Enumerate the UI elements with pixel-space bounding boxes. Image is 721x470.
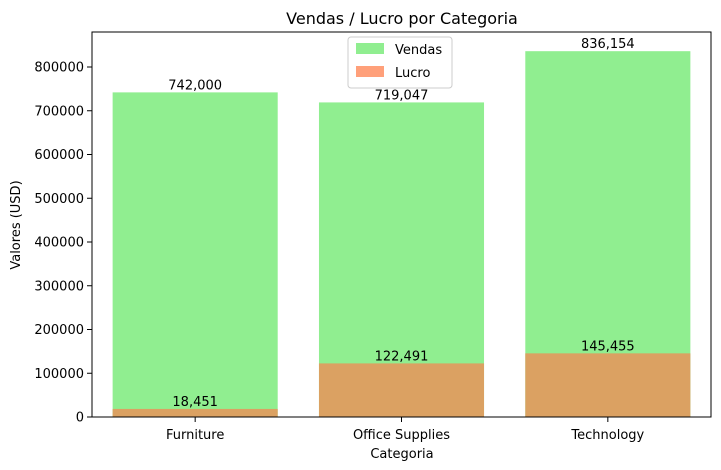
y-tick-label-200000: 200000	[34, 323, 84, 338]
y-tick-label-400000: 400000	[34, 236, 84, 251]
data-label-lucro-technology: 145,455	[581, 339, 635, 354]
x-tick-label-technology: Technology	[570, 428, 644, 443]
bar-vendas-furniture	[112, 92, 278, 417]
legend: Vendas Lucro	[347, 36, 453, 89]
y-tick-label-100000: 100000	[34, 367, 84, 382]
x-axis-label: Categoria	[370, 447, 433, 462]
y-axis-label: Valores (USD)	[9, 180, 24, 269]
plot-frame	[91, 31, 712, 418]
y-tick-label-600000: 600000	[34, 148, 84, 163]
y-tick-label-500000: 500000	[34, 192, 84, 207]
plot-area: 742,000 18,451 Furniture 719,047 122,491 Offi…	[34, 37, 691, 443]
y-tick-label-800000: 800000	[34, 61, 84, 76]
bar-lucro-furniture	[112, 408, 278, 417]
data-label-vendas-furniture: 742,000	[168, 78, 222, 93]
legend-label-vendas: Vendas	[395, 43, 442, 58]
chart-title: Vendas / Lucro por Categoria	[286, 9, 518, 28]
data-label-vendas-technology: 836,154	[581, 37, 635, 52]
legend-swatch-lucro	[356, 66, 384, 77]
bar-lucro-office-supplies	[318, 363, 485, 417]
y-tick-label-0: 0	[76, 411, 84, 426]
x-tick-label-furniture: Furniture	[166, 428, 224, 443]
x-tick-label-office-supplies: Office Supplies	[353, 428, 450, 443]
bar-lucro-technology	[525, 353, 691, 417]
y-tick-label-700000: 700000	[34, 104, 84, 119]
data-label-vendas-office-supplies: 719,047	[375, 88, 429, 103]
legend-label-lucro: Lucro	[395, 66, 430, 81]
data-label-lucro-office-supplies: 122,491	[375, 349, 429, 364]
data-label-lucro-furniture: 18,451	[172, 395, 218, 410]
y-tick-label-300000: 300000	[34, 279, 84, 294]
legend-swatch-vendas	[356, 43, 384, 54]
